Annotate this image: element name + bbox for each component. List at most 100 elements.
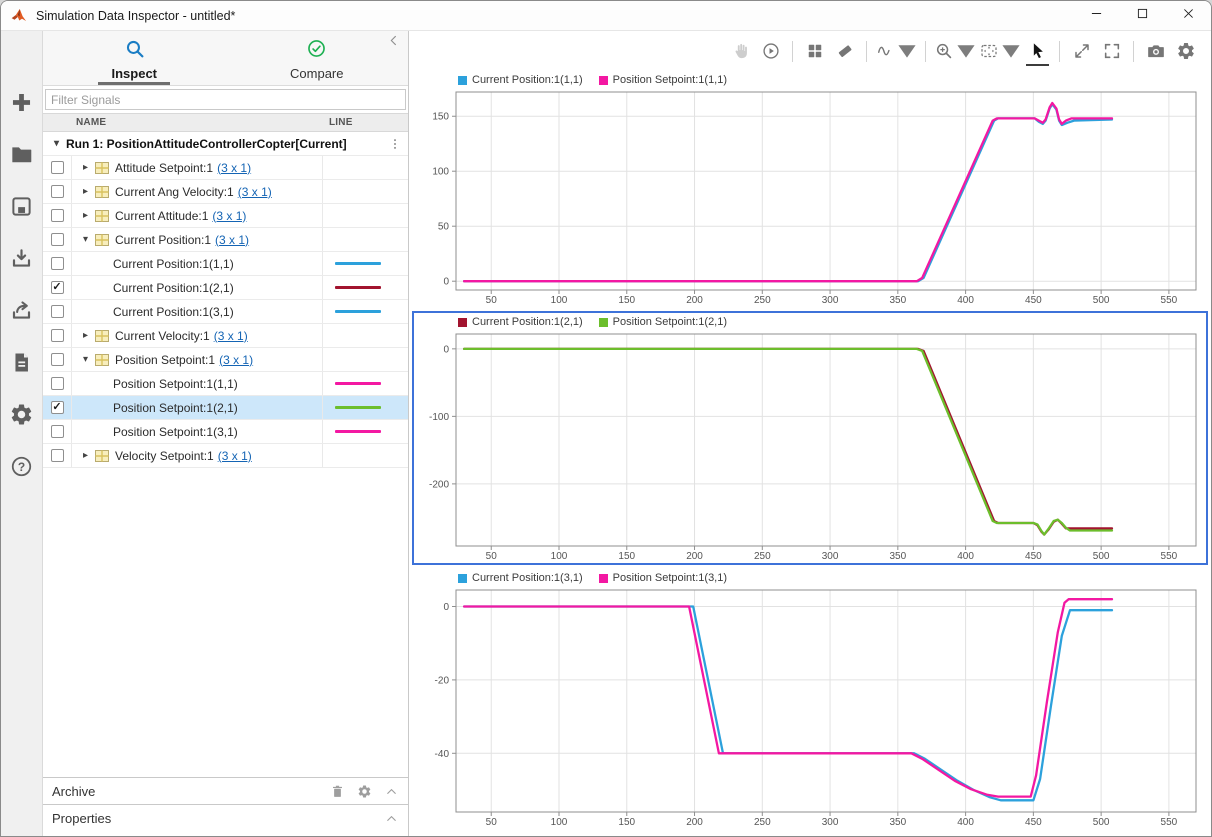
tree-row[interactable]: ✓Current Position:1(2,1) bbox=[43, 276, 408, 300]
signal-checkbox[interactable] bbox=[51, 209, 64, 222]
tree-row[interactable]: ▸ Current Velocity:1 (3 x 1) bbox=[43, 324, 408, 348]
expand-caret[interactable]: ▾ bbox=[79, 354, 92, 365]
signal-checkbox[interactable] bbox=[51, 305, 64, 318]
signal-checkbox[interactable] bbox=[51, 377, 64, 390]
dropdown-caret-icon[interactable] bbox=[956, 41, 976, 61]
run-header-row[interactable]: ▾Run 1: PositionAttitudeControllerCopter… bbox=[43, 132, 408, 156]
signal-name-cell: ▸Attitude Setpoint:1(3 x 1) bbox=[72, 156, 322, 179]
chevron-up-icon[interactable] bbox=[384, 811, 399, 826]
import-button[interactable] bbox=[1, 235, 43, 287]
properties-section-header[interactable]: Properties bbox=[43, 804, 408, 831]
signal-checkbox[interactable] bbox=[51, 425, 64, 438]
signal-checkbox[interactable] bbox=[51, 329, 64, 342]
chevron-up-icon[interactable] bbox=[384, 784, 399, 799]
help-button[interactable]: ? bbox=[1, 443, 43, 495]
preferences-button[interactable] bbox=[1, 391, 43, 443]
tab-compare[interactable]: Compare bbox=[226, 31, 409, 85]
signal-checkbox[interactable] bbox=[51, 161, 64, 174]
expand-caret[interactable]: ▸ bbox=[79, 210, 92, 221]
add-button[interactable] bbox=[1, 79, 43, 131]
dimensions-link[interactable]: (3 x 1) bbox=[218, 449, 252, 463]
signal-checkbox[interactable] bbox=[51, 449, 64, 462]
fullscreen-button[interactable] bbox=[1097, 38, 1126, 64]
eraser-button[interactable] bbox=[830, 38, 859, 64]
tree-row[interactable]: Current Position:1(1,1) bbox=[43, 252, 408, 276]
signal-group-label: Current Velocity:1 bbox=[115, 329, 210, 343]
tree-row[interactable]: ▾Position Setpoint:1(3 x 1) bbox=[43, 348, 408, 372]
archive-section-header[interactable]: Archive bbox=[43, 777, 408, 804]
expand-diagonal-icon bbox=[1072, 41, 1092, 61]
maximize-button[interactable] bbox=[1119, 1, 1165, 30]
svg-text:550: 550 bbox=[1161, 295, 1178, 306]
hand-icon bbox=[731, 41, 751, 61]
create-report-button[interactable] bbox=[1, 339, 43, 391]
signal-wave-button[interactable] bbox=[874, 38, 918, 64]
gear-icon[interactable] bbox=[357, 784, 372, 799]
tree-row[interactable]: ▸Current Ang Velocity:1(3 x 1) bbox=[43, 180, 408, 204]
tree-row[interactable]: Current Position:1(3,1) bbox=[43, 300, 408, 324]
subplot-3[interactable]: Current Position:1(3,1)Position Setpoint… bbox=[412, 567, 1208, 831]
save-button[interactable] bbox=[1, 183, 43, 235]
tree-row[interactable]: ▸Current Attitude:1(3 x 1) bbox=[43, 204, 408, 228]
add-icon bbox=[9, 90, 34, 120]
close-button[interactable] bbox=[1165, 1, 1211, 30]
line-cell bbox=[322, 180, 408, 203]
dimensions-link[interactable]: (3 x 1) bbox=[215, 233, 249, 247]
fit-to-view-button[interactable] bbox=[978, 38, 1022, 64]
tree-row[interactable]: ▸Velocity Setpoint:1(3 x 1) bbox=[43, 444, 408, 468]
svg-text:0: 0 bbox=[443, 602, 449, 613]
collapse-panel-icon[interactable] bbox=[387, 34, 405, 52]
hand-button[interactable] bbox=[726, 38, 755, 64]
tab-inspect[interactable]: Inspect bbox=[43, 31, 226, 85]
checkbox-cell bbox=[43, 420, 72, 443]
svg-text:50: 50 bbox=[486, 295, 498, 306]
dimensions-link[interactable]: (3 x 1) bbox=[217, 161, 251, 175]
layout-grid-icon bbox=[805, 41, 825, 61]
tree-row[interactable]: ▸Attitude Setpoint:1(3 x 1) bbox=[43, 156, 408, 180]
tree-row[interactable]: ▾Current Position:1(3 x 1) bbox=[43, 228, 408, 252]
expand-caret[interactable]: ▾ bbox=[50, 138, 63, 149]
export-button[interactable] bbox=[1, 287, 43, 339]
open-folder-button[interactable] bbox=[1, 131, 43, 183]
dimensions-link[interactable]: (3 x 1) bbox=[219, 353, 253, 367]
tree-row[interactable]: Position Setpoint:1(1,1) bbox=[43, 372, 408, 396]
signal-checkbox[interactable] bbox=[51, 233, 64, 246]
dimensions-link[interactable]: (3 x 1) bbox=[238, 185, 272, 199]
signal-checkbox[interactable]: ✓ bbox=[51, 401, 64, 414]
signal-checkbox[interactable]: ✓ bbox=[51, 281, 64, 294]
expand-caret[interactable]: ▸ bbox=[79, 450, 92, 461]
tree-row[interactable]: ✓Position Setpoint:1(2,1) bbox=[43, 396, 408, 420]
expand-caret[interactable]: ▸ bbox=[79, 186, 92, 197]
minimize-button[interactable] bbox=[1073, 1, 1119, 30]
replay-button[interactable] bbox=[756, 38, 785, 64]
camera-button[interactable] bbox=[1141, 38, 1170, 64]
dimensions-link[interactable]: (3 x 1) bbox=[214, 329, 248, 343]
expand-caret[interactable]: ▸ bbox=[79, 162, 92, 173]
subplot-2[interactable]: Current Position:1(2,1)Position Setpoint… bbox=[412, 311, 1208, 565]
dropdown-caret-icon[interactable] bbox=[897, 41, 917, 61]
trash-icon[interactable] bbox=[330, 784, 345, 799]
signal-checkbox[interactable] bbox=[51, 257, 64, 270]
svg-text:?: ? bbox=[18, 460, 25, 474]
gear-button[interactable] bbox=[1171, 38, 1200, 64]
subplot-1[interactable]: Current Position:1(1,1)Position Setpoint… bbox=[412, 69, 1208, 309]
pointer-button[interactable] bbox=[1023, 38, 1052, 64]
signal-name-cell: ▸Velocity Setpoint:1(3 x 1) bbox=[72, 444, 322, 467]
expand-caret[interactable]: ▾ bbox=[79, 234, 92, 245]
zoom-in-button[interactable] bbox=[933, 38, 977, 64]
matlab-logo-icon bbox=[10, 7, 28, 25]
expand-diagonal-button[interactable] bbox=[1067, 38, 1096, 64]
window-controls bbox=[1073, 1, 1211, 30]
line-cell bbox=[322, 372, 408, 395]
dimensions-link[interactable]: (3 x 1) bbox=[212, 209, 246, 223]
signal-name-cell: Current Position:1(1,1) bbox=[72, 252, 322, 275]
signal-checkbox[interactable] bbox=[51, 353, 64, 366]
filter-signals-input[interactable] bbox=[45, 89, 406, 110]
tree-row[interactable]: Position Setpoint:1(3,1) bbox=[43, 420, 408, 444]
run-options-icon[interactable] bbox=[388, 137, 408, 151]
svg-text:450: 450 bbox=[1025, 551, 1042, 562]
layout-grid-button[interactable] bbox=[800, 38, 829, 64]
signal-checkbox[interactable] bbox=[51, 185, 64, 198]
dropdown-caret-icon[interactable] bbox=[1001, 41, 1021, 61]
expand-caret[interactable]: ▸ bbox=[79, 330, 92, 341]
